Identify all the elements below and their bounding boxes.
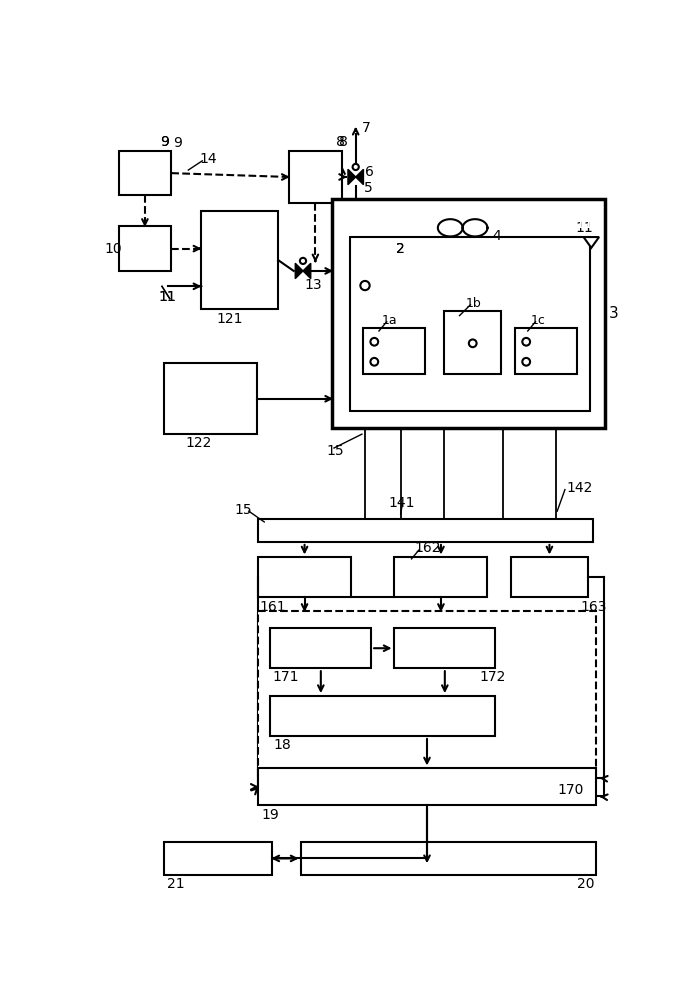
Circle shape xyxy=(522,338,530,346)
Text: 2: 2 xyxy=(396,242,405,256)
Bar xyxy=(164,363,257,434)
Text: 11: 11 xyxy=(576,221,594,235)
Polygon shape xyxy=(295,263,303,279)
Bar xyxy=(515,328,577,374)
Text: 9: 9 xyxy=(173,136,182,150)
Circle shape xyxy=(352,164,359,170)
Text: 1c: 1c xyxy=(531,314,546,327)
Bar xyxy=(258,611,596,781)
Text: 5: 5 xyxy=(363,181,372,195)
Text: 21: 21 xyxy=(166,877,184,891)
Text: 2: 2 xyxy=(396,242,405,256)
Bar xyxy=(258,519,593,542)
Text: 161: 161 xyxy=(259,600,286,614)
Bar xyxy=(164,842,272,875)
Bar xyxy=(258,557,351,597)
Text: 142: 142 xyxy=(566,481,593,495)
Circle shape xyxy=(361,281,369,290)
Text: 13: 13 xyxy=(305,278,322,292)
Text: 6: 6 xyxy=(365,165,374,179)
Polygon shape xyxy=(303,263,311,279)
Bar xyxy=(289,151,342,203)
Text: 15: 15 xyxy=(326,444,344,458)
Bar xyxy=(363,328,425,374)
Text: 14: 14 xyxy=(199,152,217,166)
Text: 10: 10 xyxy=(105,242,122,256)
Circle shape xyxy=(300,258,306,264)
Text: 8: 8 xyxy=(336,135,345,149)
Circle shape xyxy=(522,358,530,366)
Text: 15: 15 xyxy=(235,503,252,517)
Polygon shape xyxy=(348,169,356,185)
Text: 172: 172 xyxy=(480,670,506,684)
Bar xyxy=(270,628,372,668)
Bar xyxy=(394,628,495,668)
Polygon shape xyxy=(356,169,363,185)
Bar xyxy=(510,557,588,597)
Text: 162: 162 xyxy=(415,541,441,555)
Bar xyxy=(118,151,171,195)
Text: 1b: 1b xyxy=(466,297,482,310)
Text: 11: 11 xyxy=(576,217,594,231)
Circle shape xyxy=(469,339,477,347)
Text: 4: 4 xyxy=(492,229,501,242)
Polygon shape xyxy=(583,237,599,248)
Text: 18: 18 xyxy=(274,738,291,752)
Text: 122: 122 xyxy=(185,436,212,450)
Circle shape xyxy=(370,338,378,346)
Bar xyxy=(332,199,605,428)
Text: 9: 9 xyxy=(160,135,169,149)
Bar xyxy=(350,237,590,411)
Text: 170: 170 xyxy=(557,783,583,797)
Text: 8: 8 xyxy=(338,135,347,149)
Bar xyxy=(444,311,502,374)
Text: 9: 9 xyxy=(160,135,169,149)
Bar xyxy=(270,696,495,736)
Text: 171: 171 xyxy=(272,670,299,684)
Circle shape xyxy=(370,358,378,366)
Text: 3: 3 xyxy=(609,306,619,321)
Bar xyxy=(258,768,596,805)
Text: 20: 20 xyxy=(577,877,595,891)
Text: 163: 163 xyxy=(581,600,607,614)
Text: 7: 7 xyxy=(362,121,371,135)
Bar xyxy=(394,557,488,597)
Text: 11: 11 xyxy=(158,290,176,304)
Text: 121: 121 xyxy=(216,312,243,326)
Text: 1a: 1a xyxy=(382,314,398,327)
Bar xyxy=(118,226,171,271)
Text: 19: 19 xyxy=(261,808,279,822)
Bar xyxy=(301,842,596,875)
Text: 11: 11 xyxy=(158,290,176,304)
Text: 141: 141 xyxy=(388,496,415,510)
Bar xyxy=(201,211,278,309)
